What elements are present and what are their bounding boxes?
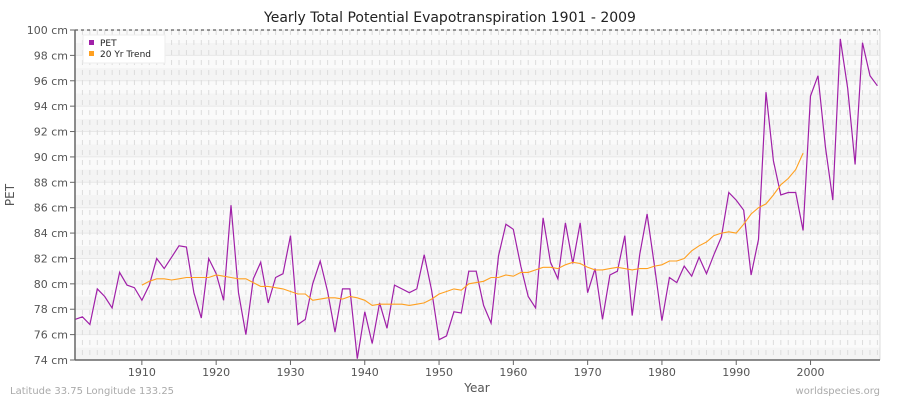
y-tick-label: 96 cm [34, 75, 68, 88]
grid-band [75, 68, 880, 81]
x-tick-label: 1950 [425, 366, 453, 379]
legend-label-pet: PET [100, 39, 117, 49]
y-tick-label: 98 cm [34, 49, 68, 62]
grid-band [75, 309, 880, 322]
grid-band [75, 283, 880, 297]
y-tick-label: 92 cm [34, 126, 68, 139]
grid-band [75, 169, 880, 183]
grid-band [75, 296, 880, 310]
grid-band [75, 131, 880, 145]
grid-band [75, 334, 880, 348]
grid-band [75, 93, 880, 107]
legend-swatch-trend [89, 51, 94, 56]
grid-band [75, 118, 880, 132]
y-axis-label: PET [3, 183, 17, 206]
legend-swatch-pet [89, 40, 94, 45]
chart-title: Yearly Total Potential Evapotranspiratio… [263, 10, 636, 26]
y-tick-label: 86 cm [34, 202, 68, 215]
grid-band [75, 258, 880, 272]
x-tick-label: 1920 [202, 366, 230, 379]
x-tick-label: 1970 [574, 366, 602, 379]
x-tick-label: 1930 [276, 366, 304, 379]
footer-source: worldspecies.org [796, 386, 880, 397]
y-tick-label: 76 cm [34, 329, 68, 342]
grid-band [75, 321, 880, 335]
y-tick-label: 82 cm [34, 252, 68, 265]
legend: PET 20 Yr Trend [82, 34, 166, 64]
y-tick-label: 80 cm [34, 278, 68, 291]
grid-band [75, 80, 880, 94]
y-tick-label: 74 cm [34, 354, 68, 367]
grid-band [75, 195, 880, 208]
footer-location: Latitude 33.75 Longitude 133.25 [10, 386, 174, 397]
grid-band [75, 207, 880, 221]
grid-band [75, 42, 880, 56]
y-tick-label: 94 cm [34, 100, 68, 113]
y-tick-label: 100 cm [27, 24, 68, 37]
x-tick-label: 1940 [351, 366, 379, 379]
grid-band [75, 220, 880, 234]
y-tick-label: 78 cm [34, 303, 68, 316]
trend-series-line [141, 152, 804, 306]
grid-band [75, 347, 880, 360]
grid-band [75, 55, 880, 69]
pet-series-line [74, 38, 878, 359]
grid-band [75, 156, 880, 170]
grid-band [75, 144, 880, 157]
x-tick-label: 1980 [648, 366, 676, 379]
legend-label-trend: 20 Yr Trend [100, 50, 151, 60]
y-tick-label: 84 cm [34, 227, 68, 240]
grid-band [75, 182, 880, 195]
x-tick-label: 2000 [797, 366, 825, 379]
grid-band [75, 106, 880, 119]
grid-band [75, 30, 880, 43]
grid-band [75, 245, 880, 259]
x-axis-label: Year [463, 381, 489, 395]
x-tick-label: 1990 [722, 366, 750, 379]
y-tick-label: 88 cm [34, 176, 68, 189]
x-tick-label: 1960 [499, 366, 527, 379]
grid-band [75, 233, 880, 246]
x-tick-label: 1910 [128, 366, 156, 379]
y-tick-label: 90 cm [34, 151, 68, 164]
